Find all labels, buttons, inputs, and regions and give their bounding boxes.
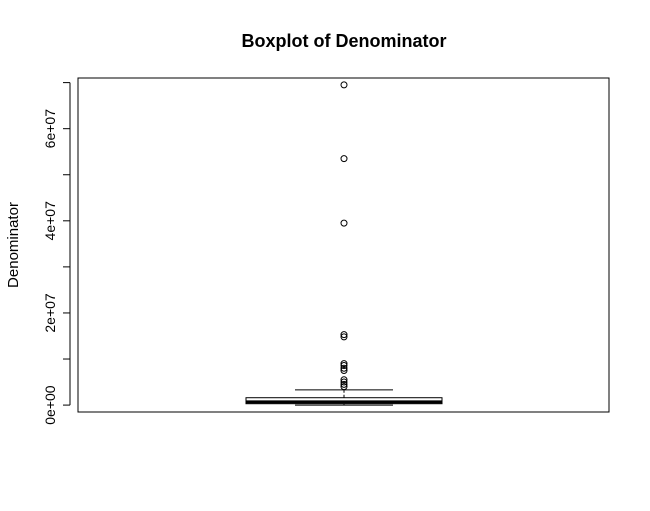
outlier-point bbox=[340, 364, 348, 372]
y-tick-label: 6e+07 bbox=[42, 109, 58, 149]
outlier-point bbox=[340, 378, 348, 386]
box-group bbox=[245, 389, 443, 406]
y-tick-label: 4e+07 bbox=[42, 201, 58, 241]
plot-frame bbox=[77, 77, 610, 413]
outlier-point bbox=[340, 380, 348, 388]
outlier-group bbox=[340, 81, 348, 391]
outlier-point bbox=[340, 333, 348, 341]
y-tick-label: 2e+07 bbox=[42, 293, 58, 333]
chart-title: Boxplot of Denominator bbox=[242, 31, 447, 51]
y-axis: 0e+00 2e+07 4e+07 6e+07 bbox=[42, 82, 71, 425]
outlier-point bbox=[340, 361, 348, 369]
outlier-point bbox=[340, 155, 348, 163]
outlier-point bbox=[340, 360, 348, 368]
y-axis-label: Denominator bbox=[5, 202, 22, 288]
outlier-point bbox=[340, 81, 348, 89]
outlier-point bbox=[340, 383, 348, 391]
y-tick-label: 0e+00 bbox=[42, 385, 58, 425]
outlier-point bbox=[340, 367, 348, 375]
outlier-point bbox=[340, 376, 348, 384]
outlier-point bbox=[340, 331, 348, 339]
outlier-point bbox=[340, 219, 348, 227]
